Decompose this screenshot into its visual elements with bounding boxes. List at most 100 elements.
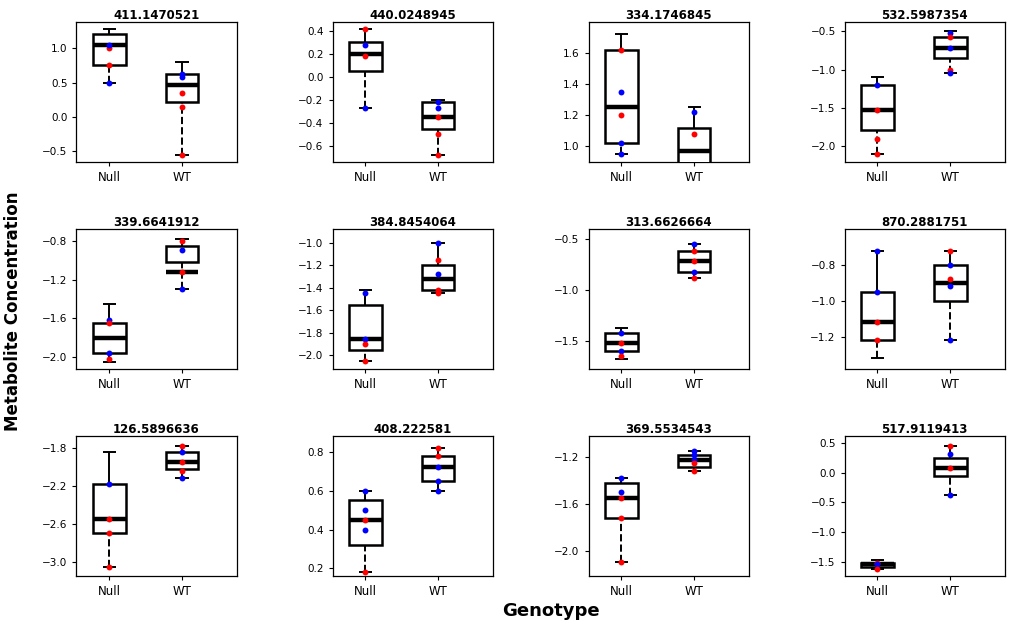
Point <box>612 149 629 159</box>
Point <box>868 335 884 345</box>
Point <box>868 149 884 159</box>
Point <box>173 150 190 160</box>
Bar <box>932 458 966 476</box>
Point <box>173 102 190 112</box>
Point <box>868 105 884 115</box>
Point <box>868 80 884 90</box>
Point <box>101 479 117 489</box>
Point <box>101 562 117 572</box>
Point <box>101 315 117 325</box>
Bar <box>165 245 198 262</box>
Point <box>868 558 884 568</box>
Point <box>685 458 701 468</box>
Point <box>429 443 445 453</box>
Point <box>685 239 701 249</box>
Point <box>685 466 701 476</box>
Title: 408.222581: 408.222581 <box>373 423 451 436</box>
Point <box>357 339 373 349</box>
Title: 440.0248945: 440.0248945 <box>369 9 455 22</box>
Bar <box>932 37 966 58</box>
Point <box>685 455 701 465</box>
Bar <box>604 50 637 143</box>
Point <box>685 161 701 171</box>
Point <box>429 103 445 113</box>
Point <box>173 284 190 294</box>
Point <box>429 476 445 486</box>
Bar <box>932 265 966 301</box>
Point <box>612 45 629 55</box>
Title: 517.9119413: 517.9119413 <box>880 423 967 436</box>
Point <box>612 473 629 483</box>
Point <box>942 65 958 75</box>
Bar <box>165 74 198 102</box>
Point <box>868 564 884 574</box>
Point <box>101 77 117 87</box>
Title: 384.8454064: 384.8454064 <box>369 216 455 229</box>
Point <box>429 462 445 472</box>
Point <box>612 338 629 348</box>
Point <box>173 473 190 483</box>
Point <box>357 356 373 366</box>
Point <box>942 274 958 284</box>
Point <box>685 267 701 277</box>
Bar <box>860 85 893 130</box>
Point <box>357 103 373 113</box>
Text: Genotype: Genotype <box>501 602 599 620</box>
Point <box>612 138 629 148</box>
Point <box>357 525 373 535</box>
Title: 411.1470521: 411.1470521 <box>113 9 200 22</box>
Point <box>357 288 373 298</box>
Point <box>429 450 445 460</box>
Point <box>942 260 958 270</box>
Bar <box>860 563 893 568</box>
Bar <box>93 34 125 65</box>
Point <box>429 288 445 298</box>
Point <box>685 450 701 460</box>
Bar <box>93 484 125 533</box>
Point <box>942 43 958 53</box>
Bar <box>677 455 710 467</box>
Point <box>868 317 884 327</box>
Point <box>429 97 445 107</box>
Point <box>173 267 190 277</box>
Point <box>612 328 629 338</box>
Point <box>942 282 958 292</box>
Point <box>612 87 629 97</box>
Bar <box>860 292 893 340</box>
Bar <box>421 265 453 290</box>
Point <box>685 447 701 457</box>
Point <box>429 285 445 295</box>
Point <box>357 333 373 343</box>
Point <box>942 27 958 37</box>
Point <box>357 568 373 578</box>
Bar <box>421 455 453 481</box>
Point <box>868 287 884 297</box>
Bar <box>677 128 710 166</box>
Point <box>101 514 117 524</box>
Point <box>942 335 958 345</box>
Point <box>357 505 373 515</box>
Point <box>173 467 190 477</box>
Point <box>685 273 701 283</box>
Point <box>612 110 629 120</box>
Point <box>101 40 117 50</box>
Point <box>173 72 190 82</box>
Point <box>685 129 701 139</box>
Point <box>173 441 190 451</box>
Point <box>942 463 958 473</box>
Point <box>101 354 117 364</box>
Title: 870.2881751: 870.2881751 <box>880 216 967 229</box>
Point <box>685 169 701 179</box>
Point <box>429 255 445 265</box>
Point <box>173 245 190 255</box>
Point <box>685 107 701 117</box>
Point <box>942 449 958 459</box>
Point <box>942 490 958 500</box>
Point <box>429 237 445 247</box>
Point <box>612 558 629 568</box>
Point <box>357 51 373 61</box>
Point <box>101 318 117 328</box>
Title: 532.5987354: 532.5987354 <box>880 9 967 22</box>
Bar <box>604 333 637 351</box>
Point <box>357 24 373 34</box>
